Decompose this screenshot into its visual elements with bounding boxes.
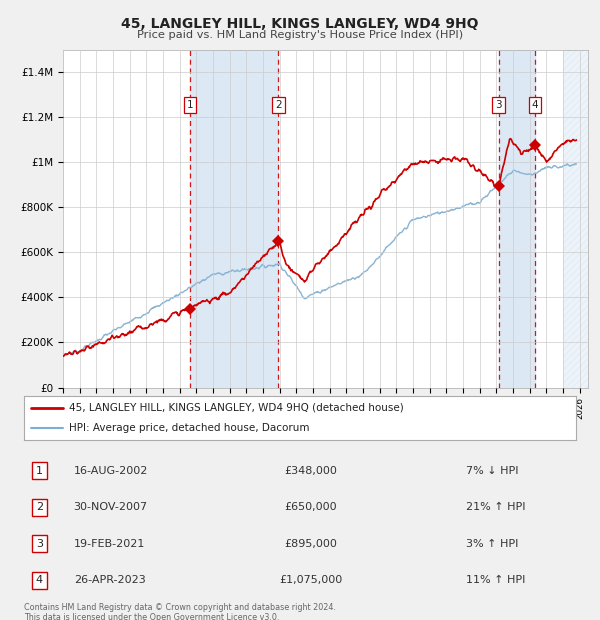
Text: 3% ↑ HPI: 3% ↑ HPI: [466, 539, 518, 549]
Text: 21% ↑ HPI: 21% ↑ HPI: [466, 502, 525, 512]
Text: 7% ↓ HPI: 7% ↓ HPI: [466, 466, 518, 476]
Text: 45, LANGLEY HILL, KINGS LANGLEY, WD4 9HQ (detached house): 45, LANGLEY HILL, KINGS LANGLEY, WD4 9HQ…: [69, 402, 404, 413]
Text: 1: 1: [187, 100, 193, 110]
Text: £1,075,000: £1,075,000: [280, 575, 343, 585]
Text: 26-APR-2023: 26-APR-2023: [74, 575, 145, 585]
Text: 3: 3: [495, 100, 502, 110]
Bar: [190, 50, 278, 388]
Text: £348,000: £348,000: [284, 466, 337, 476]
Bar: [499, 50, 535, 388]
Text: Price paid vs. HM Land Registry's House Price Index (HPI): Price paid vs. HM Land Registry's House …: [137, 30, 463, 40]
Text: 2: 2: [36, 502, 43, 512]
Text: 30-NOV-2007: 30-NOV-2007: [74, 502, 148, 512]
Text: 4: 4: [532, 100, 538, 110]
Text: 1: 1: [36, 466, 43, 476]
Text: HPI: Average price, detached house, Dacorum: HPI: Average price, detached house, Daco…: [69, 423, 310, 433]
Text: Contains HM Land Registry data © Crown copyright and database right 2024.
This d: Contains HM Land Registry data © Crown c…: [24, 603, 336, 620]
Text: 2: 2: [275, 100, 281, 110]
Text: 11% ↑ HPI: 11% ↑ HPI: [466, 575, 525, 585]
Text: 3: 3: [36, 539, 43, 549]
Text: £650,000: £650,000: [285, 502, 337, 512]
Bar: [563, 50, 588, 388]
Text: £895,000: £895,000: [284, 539, 337, 549]
Text: 19-FEB-2021: 19-FEB-2021: [74, 539, 145, 549]
Text: 16-AUG-2002: 16-AUG-2002: [74, 466, 148, 476]
Text: 4: 4: [36, 575, 43, 585]
Text: 45, LANGLEY HILL, KINGS LANGLEY, WD4 9HQ: 45, LANGLEY HILL, KINGS LANGLEY, WD4 9HQ: [121, 17, 479, 32]
